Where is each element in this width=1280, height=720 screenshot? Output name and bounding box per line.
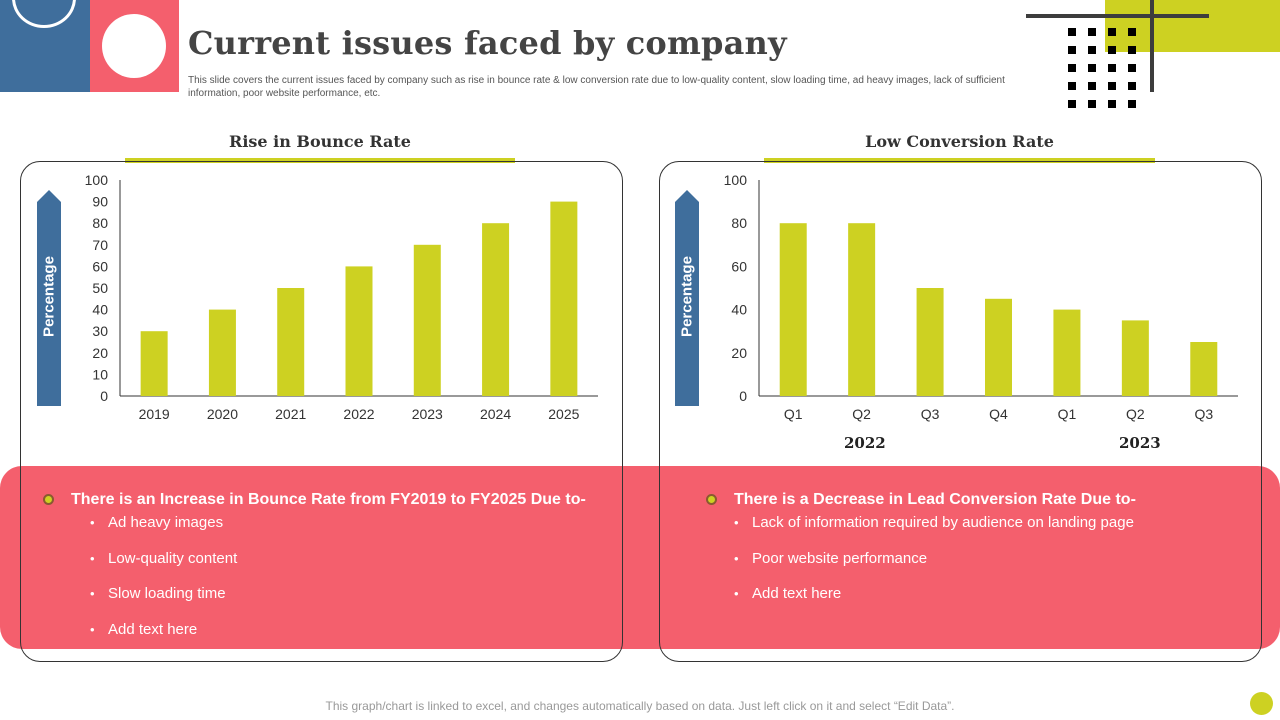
bounce-x-tick-label: 2020 (207, 406, 238, 422)
list-item: Ad heavy images (90, 514, 237, 550)
conversion-x-tick-label: Q3 (921, 406, 940, 422)
conversion-bar (1053, 309, 1081, 396)
decor-yellow-block (1105, 0, 1280, 52)
bounce-x-tick-label: 2019 (139, 406, 170, 422)
conversion-x-tick-label: Q1 (1058, 406, 1077, 422)
left-note-heading: There is an Increase in Bounce Rate from… (71, 491, 586, 508)
conversion-x-tick-label: Q4 (989, 406, 1008, 422)
bounce-x-tick-label: 2023 (412, 406, 443, 422)
footer-note: This graph/chart is linked to excel, and… (325, 699, 955, 713)
bounce-y-tick-label: 100 (85, 172, 109, 188)
conversion-x-tick-label: Q1 (784, 406, 803, 422)
conversion-y-tick-label: 100 (724, 172, 748, 188)
list-item: Low-quality content (90, 550, 237, 586)
left-title-underline (125, 158, 515, 163)
right-panel-box (659, 161, 1262, 662)
bounce-y-tick-label: 90 (92, 194, 108, 210)
bounce-y-tick-label: 40 (92, 302, 108, 318)
page-title: Current issues faced by company (188, 24, 787, 62)
right-chart-title: Low Conversion Rate (865, 132, 1054, 151)
conversion-y-tick-label: 60 (731, 258, 747, 274)
list-item: Slow loading time (90, 585, 237, 621)
right-ylabel-arrow: Percentage (675, 190, 699, 406)
conversion-bar (1121, 320, 1149, 396)
decor-dot-grid (1068, 28, 1136, 108)
bounce-y-tick-label: 30 (92, 323, 108, 339)
conversion-x-tick-label: Q3 (1194, 406, 1213, 422)
decor-horizontal-line (1026, 14, 1209, 18)
bounce-bar (277, 288, 305, 396)
bounce-rate-chart: 0 10 20 30 40 50 60 70 80 90 100 2019 2020 2021 2022 20… (85, 172, 598, 422)
footer-dot (1250, 692, 1273, 715)
bounce-x-tick-label: 2021 (275, 406, 306, 422)
bounce-y-tick-label: 20 (92, 345, 108, 361)
conversion-x-tick-label: Q2 (1126, 406, 1145, 422)
group-label-2022: 2022 (844, 434, 886, 452)
decor-vertical-line (1150, 0, 1154, 92)
conversion-bar (1190, 342, 1218, 396)
conversion-bar (916, 288, 944, 396)
bounce-bar (482, 223, 510, 396)
bounce-bar (550, 201, 578, 396)
conversion-bar (985, 298, 1012, 396)
bounce-y-tick-label: 70 (92, 237, 108, 253)
conversion-y-tick-label: 40 (731, 302, 747, 318)
bounce-bar (140, 331, 168, 396)
bounce-x-tick-label: 2022 (343, 406, 374, 422)
conversion-y-tick-label: 20 (731, 345, 747, 361)
list-item: Add text here (90, 621, 237, 657)
list-item: Add text here (734, 585, 1134, 621)
right-title-underline (764, 158, 1155, 163)
left-ylabel-arrow: Percentage (37, 190, 61, 406)
bounce-y-tick-label: 60 (92, 258, 108, 274)
bounce-bar (208, 309, 236, 396)
list-item: Lack of information required by audience… (734, 514, 1134, 550)
left-chart-title: Rise in Bounce Rate (229, 132, 411, 151)
conversion-x-tick-label: Q2 (852, 406, 871, 422)
left-note-bullet-icon (43, 494, 54, 505)
bounce-x-tick-label: 2024 (480, 406, 511, 422)
bounce-y-tick-label: 80 (92, 215, 108, 231)
bounce-bar (345, 266, 373, 396)
bounce-y-tick-label: 0 (100, 388, 108, 404)
left-panel-box (20, 161, 623, 662)
conversion-bar (848, 223, 876, 396)
conversion-y-tick-label: 0 (739, 388, 747, 404)
bounce-y-tick-label: 50 (92, 280, 108, 296)
bounce-y-tick-label: 10 (92, 366, 108, 382)
right-note-list: Lack of information required by audience… (734, 514, 1134, 621)
left-note-list: Ad heavy images Low-quality content Slow… (90, 514, 237, 656)
list-item: Poor website performance (734, 550, 1134, 586)
right-note-heading: There is a Decrease in Lead Conversion R… (734, 491, 1136, 508)
conversion-bar (779, 223, 807, 396)
group-label-2023: 2023 (1119, 434, 1161, 452)
conversion-y-tick-label: 80 (731, 215, 747, 231)
page-subtitle: This slide covers the current issues fac… (188, 75, 1005, 99)
decor-circle (102, 14, 166, 78)
bounce-bar (413, 244, 441, 396)
bounce-x-tick-label: 2025 (548, 406, 579, 422)
conversion-rate-chart: 0 20 40 60 80 100 Q1 Q2 Q3 Q4 Q1 Q2 Q3 (724, 172, 1238, 422)
right-note-bullet-icon (706, 494, 717, 505)
